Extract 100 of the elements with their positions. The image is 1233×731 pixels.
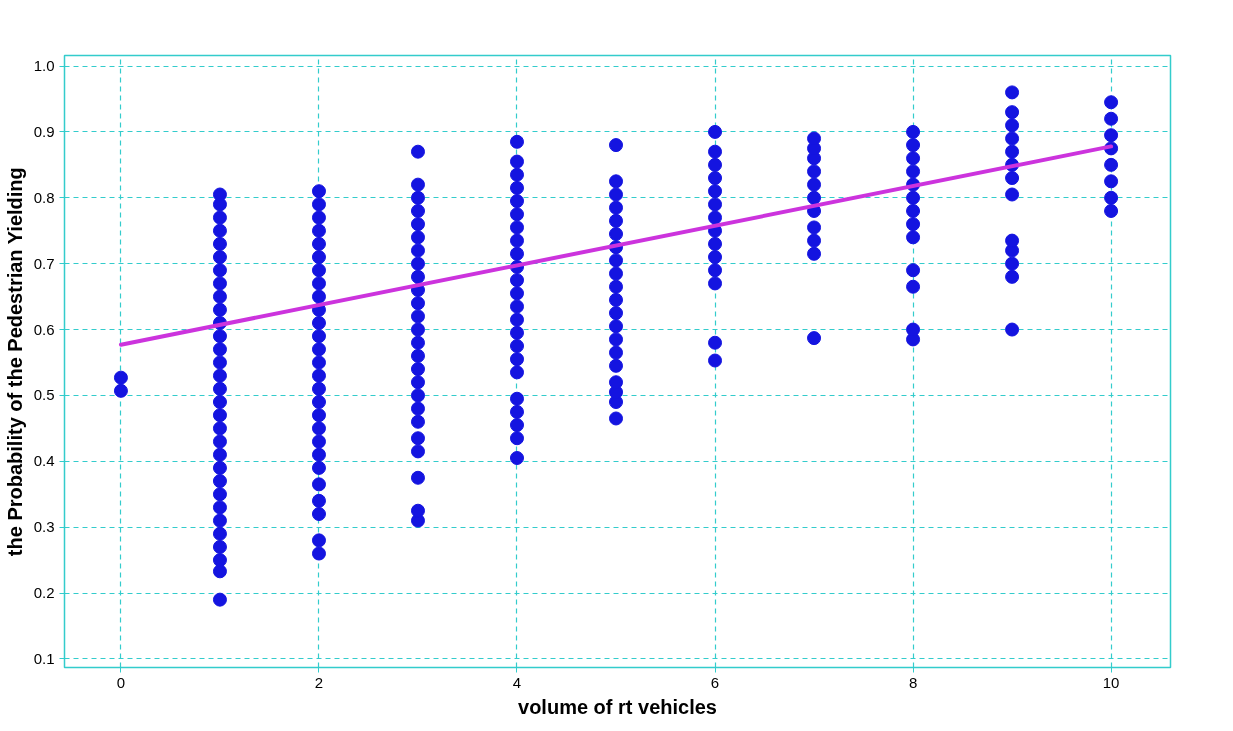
point <box>113 370 128 385</box>
point <box>212 487 227 502</box>
point <box>807 246 822 261</box>
x-tick-label: 8 <box>908 673 918 691</box>
point <box>311 477 326 492</box>
point <box>212 526 227 541</box>
point <box>906 230 921 245</box>
point <box>311 223 326 238</box>
point <box>510 233 524 248</box>
point <box>410 309 425 324</box>
point <box>510 167 524 182</box>
point <box>906 203 921 218</box>
point <box>212 500 227 515</box>
point <box>609 411 624 426</box>
point <box>410 503 425 518</box>
point <box>212 250 227 265</box>
point <box>1104 95 1119 110</box>
point <box>708 197 723 212</box>
point <box>510 194 524 209</box>
point <box>906 164 921 179</box>
point <box>510 299 524 314</box>
point <box>311 315 326 330</box>
point <box>1005 118 1020 133</box>
point <box>410 414 425 429</box>
point <box>906 124 921 139</box>
point <box>1104 203 1119 218</box>
y-tick-label: 0.2 <box>33 584 55 602</box>
point <box>609 200 624 215</box>
point <box>212 564 227 579</box>
point <box>906 322 921 337</box>
point <box>311 368 326 383</box>
point <box>609 174 624 189</box>
y-tick-label: 1.0 <box>33 57 55 75</box>
point <box>807 331 822 346</box>
x-tick-label: 4 <box>512 673 522 691</box>
point <box>410 243 425 258</box>
x-axis-title: volume of rt vehicles <box>518 695 717 718</box>
point <box>212 408 227 423</box>
point <box>609 187 624 202</box>
point <box>212 421 227 436</box>
point <box>807 131 822 146</box>
point <box>410 217 425 232</box>
point <box>510 220 524 235</box>
point <box>212 263 227 278</box>
point <box>212 276 227 291</box>
point <box>311 421 326 436</box>
y-axis-title: the Probability of the Pedestrian Yielding <box>3 167 26 557</box>
point <box>212 539 227 554</box>
point <box>609 319 624 334</box>
point <box>311 342 326 357</box>
point <box>609 345 624 360</box>
point <box>609 266 624 281</box>
point <box>1005 233 1020 248</box>
point <box>1005 322 1020 337</box>
point <box>708 353 723 368</box>
point <box>510 352 524 367</box>
point <box>609 306 624 321</box>
point <box>311 507 326 521</box>
point <box>311 184 326 199</box>
point <box>708 236 723 251</box>
point <box>609 279 624 294</box>
y-tick-label: 0.9 <box>33 122 55 140</box>
x-tick-label: 6 <box>710 673 720 691</box>
point <box>212 460 227 475</box>
point <box>906 151 921 166</box>
point <box>311 289 326 304</box>
point <box>311 395 326 409</box>
point <box>212 553 227 568</box>
point <box>311 210 326 225</box>
point <box>1104 128 1119 143</box>
point <box>1104 174 1119 189</box>
point <box>906 279 921 294</box>
point <box>510 154 524 169</box>
point <box>510 451 524 465</box>
point <box>212 236 227 251</box>
point <box>510 286 524 301</box>
point <box>212 447 227 462</box>
point <box>311 250 326 265</box>
point <box>510 391 524 406</box>
point <box>311 493 326 508</box>
point <box>212 210 227 225</box>
point <box>410 348 425 363</box>
point <box>708 144 723 159</box>
point <box>410 335 425 350</box>
x-tick-label: 2 <box>314 673 324 691</box>
point <box>906 190 921 205</box>
point <box>609 332 624 347</box>
point <box>510 207 524 222</box>
point <box>410 322 425 337</box>
point <box>510 312 524 327</box>
point <box>311 276 326 291</box>
point <box>1104 190 1119 205</box>
point <box>1104 111 1119 126</box>
point <box>212 342 227 357</box>
point <box>708 335 723 350</box>
point <box>1005 131 1020 146</box>
point <box>510 246 524 261</box>
point <box>212 302 227 317</box>
point <box>212 395 227 409</box>
point <box>311 408 326 423</box>
